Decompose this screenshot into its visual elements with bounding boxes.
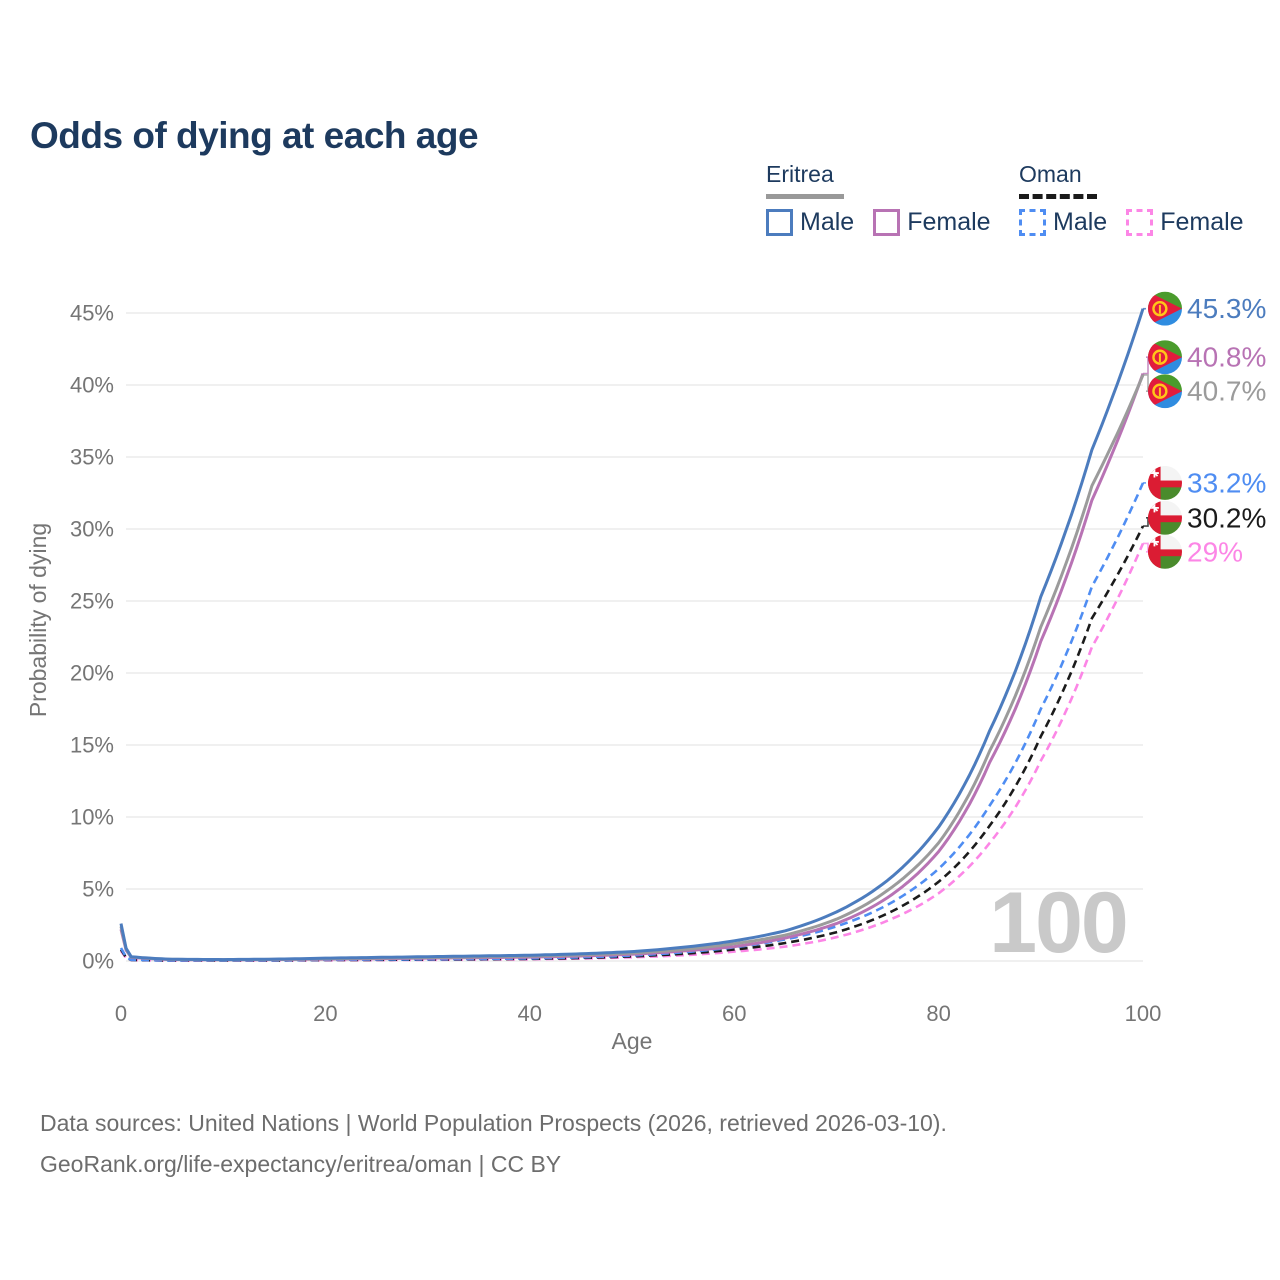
y-tick-label: 30% [70, 517, 114, 542]
y-tick-label: 20% [70, 661, 114, 686]
eritrea-flag-icon [1148, 291, 1182, 326]
label-connector [1143, 374, 1149, 393]
data-sources-text: Data sources: United Nations | World Pop… [40, 1110, 947, 1136]
legend-label: Male [800, 208, 855, 236]
legend: Eritrea Male Female Oman Male Female [0, 161, 1280, 251]
y-axis-title: Probability of dying [25, 523, 51, 717]
x-tick-label: 40 [518, 1001, 542, 1026]
y-tick-label: 15% [70, 733, 114, 758]
legend-item-eritrea-male[interactable]: Male [766, 208, 854, 237]
eritrea-flag-icon [1148, 374, 1182, 409]
attribution-text: GeoRank.org/life-expectancy/eritrea/oman… [40, 1151, 562, 1177]
x-tick-label: 20 [313, 1001, 337, 1026]
eritrea-flag-icon [1148, 340, 1182, 375]
y-tick-label: 5% [82, 877, 114, 902]
legend-items-oman: Male Female [1019, 208, 1263, 237]
series-line-eritrea-male [119, 308, 1145, 962]
x-axis-title: Age [612, 1028, 653, 1054]
end-label-oman-male: 33.2% [1187, 467, 1266, 498]
series-line-eritrea-female [119, 372, 1145, 962]
label-connector [1143, 542, 1149, 553]
legend-item-oman-female[interactable]: Female [1126, 208, 1244, 237]
chart-footer: Data sources: United Nations | World Pop… [40, 1103, 947, 1185]
legend-label: Male [1053, 208, 1108, 236]
eritrea-female-line-swatch-icon [873, 209, 901, 236]
legend-item-eritrea-female[interactable]: Female [873, 208, 991, 237]
oman-flag-icon [1148, 534, 1182, 569]
x-tick-label: 60 [722, 1001, 746, 1026]
page-title: Odds of dying at each age [30, 114, 479, 156]
eritrea-male-line-swatch-icon [766, 209, 793, 236]
label-connector [1143, 516, 1149, 527]
end-label-eritrea-male: 45.3% [1187, 293, 1266, 324]
end-label-eritrea-both-sexes: 40.7% [1187, 376, 1266, 407]
y-tick-label: 0% [82, 949, 114, 974]
legend-label: Female [1160, 208, 1244, 236]
label-connector [1143, 356, 1149, 375]
oman-female-line-swatch-icon [1126, 209, 1154, 236]
end-label-oman-both-sexes: 30.2% [1187, 502, 1266, 533]
end-label-oman-female: 29% [1187, 536, 1243, 567]
legend-group-eritrea: Eritrea Male Female [766, 161, 1010, 237]
x-tick-label: 100 [1125, 1001, 1162, 1026]
legend-group-oman: Oman Male Female [1019, 161, 1263, 237]
y-tick-label: 40% [70, 373, 114, 398]
legend-items-eritrea: Male Female [766, 208, 1010, 237]
legend-country-eritrea: Eritrea [766, 161, 844, 199]
legend-label: Female [907, 208, 991, 236]
oman-male-line-swatch-icon [1019, 209, 1046, 236]
y-tick-label: 45% [70, 301, 114, 326]
y-tick-label: 25% [70, 589, 114, 614]
y-tick-label: 10% [70, 805, 114, 830]
x-tick-label: 0 [115, 1001, 127, 1026]
oman-flag-icon [1148, 500, 1182, 535]
series-line-eritrea-both-sexes [119, 374, 1145, 962]
age-watermark: 100 [989, 875, 1127, 971]
end-label-eritrea-female: 40.8% [1187, 342, 1266, 373]
legend-country-oman: Oman [1019, 161, 1097, 199]
y-tick-label: 35% [70, 445, 114, 470]
legend-item-oman-male[interactable]: Male [1019, 208, 1107, 237]
x-tick-label: 80 [926, 1001, 950, 1026]
oman-flag-icon [1148, 465, 1182, 500]
